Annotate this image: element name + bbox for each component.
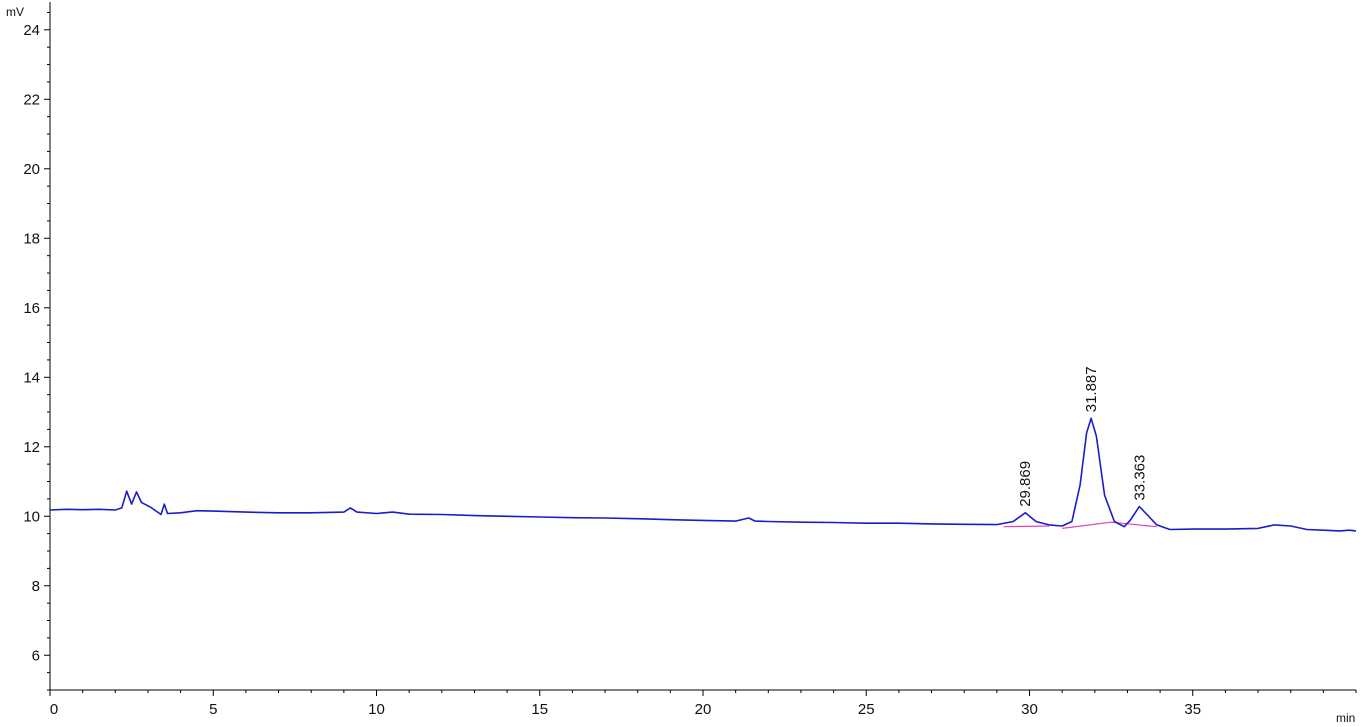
integration-baseline xyxy=(1062,521,1157,529)
x-tick-label: 10 xyxy=(368,701,385,718)
ticks: 6 8 10 12 14 16 18 20 22 24 0 5 10 15 20 25 30 35 xyxy=(23,11,1357,718)
peak-label: 33.363 xyxy=(1131,455,1148,501)
x-tick-label: 15 xyxy=(531,701,548,718)
axes xyxy=(49,2,1356,691)
y-tick-label: 12 xyxy=(23,439,40,456)
y-tick-label: 8 xyxy=(32,578,40,595)
y-tick-label: 14 xyxy=(23,369,40,386)
integration-baseline xyxy=(1003,525,1050,528)
x-tick-label: 0 xyxy=(50,701,58,718)
y-tick-label: 20 xyxy=(23,161,40,178)
x-tick-label: 35 xyxy=(1184,701,1201,718)
baseline-lines xyxy=(1003,521,1157,529)
x-tick-label: 30 xyxy=(1021,701,1038,718)
y-axis-unit: mV xyxy=(6,5,24,19)
peak-label: 29.869 xyxy=(1017,461,1034,507)
x-tick-label: 25 xyxy=(858,701,875,718)
y-tick-label: 16 xyxy=(23,300,40,317)
peak-labels: 29.869 31.887 33.363 xyxy=(1017,366,1148,506)
x-tick-label: 5 xyxy=(209,701,217,718)
signal-trace xyxy=(49,417,1357,532)
y-tick-label: 6 xyxy=(32,647,40,664)
x-tick-label: 20 xyxy=(695,701,712,718)
x-axis-unit: min xyxy=(1336,711,1355,725)
y-tick-label: 10 xyxy=(23,508,40,525)
y-tick-label: 22 xyxy=(23,91,40,108)
y-tick-label: 24 xyxy=(23,22,40,39)
y-tick-label: 18 xyxy=(23,230,40,247)
peak-label: 31.887 xyxy=(1083,366,1100,412)
